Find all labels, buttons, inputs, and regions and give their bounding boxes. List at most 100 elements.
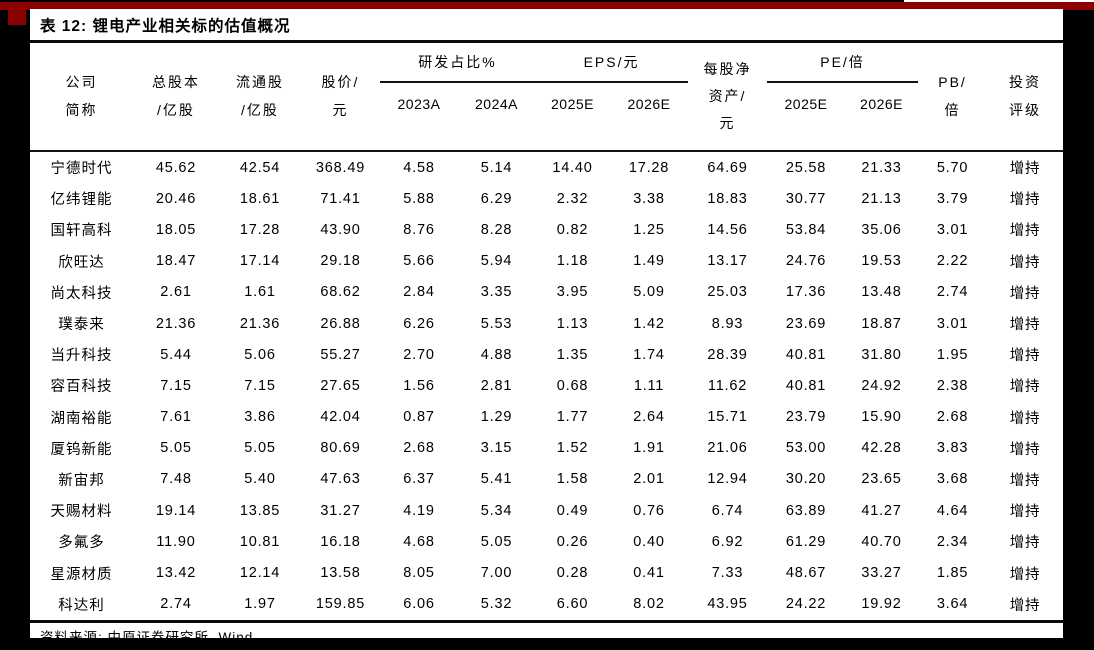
value-cell: 61.29 [785, 533, 827, 550]
value-cell: 3.95 [556, 284, 589, 301]
table-row: 新宙邦 7.48 5.40 47.63 6.37 5.41 1.58 2.01 12.94 30.… [30, 464, 1063, 495]
value-cell: 5.41 [480, 471, 513, 488]
value-cell: 15.71 [707, 409, 748, 426]
col-header-bvps-line2: 资产/ [708, 87, 747, 104]
top-accent-bar [0, 2, 1094, 10]
value-cell: 8.76 [403, 221, 435, 238]
table-row: 多氟多 11.90 10.81 16.18 4.68 5.05 0.26 0.40 6.92 61… [30, 526, 1063, 557]
company-cell: 厦钨新能 [50, 441, 113, 458]
rating-cell: 增持 [1009, 348, 1041, 365]
value-cell: 29.18 [320, 253, 361, 270]
value-cell: 1.95 [936, 346, 969, 363]
value-cell: 53.84 [785, 221, 827, 238]
col-header-eps-2026e: 2026E [627, 96, 671, 112]
value-cell: 1.85 [936, 565, 969, 582]
company-cell: 多氟多 [58, 535, 105, 552]
company-cell: 星源材质 [50, 566, 113, 583]
value-cell: 159.85 [315, 596, 366, 613]
value-cell: 43.95 [707, 596, 748, 613]
table-row: 容百科技 7.15 7.15 27.65 1.56 2.81 0.68 1.11 11.62 40… [30, 370, 1063, 401]
rating-cell: 增持 [1009, 410, 1041, 427]
table-body: 宁德时代 45.62 42.54 368.49 4.58 5.14 14.40 17.28 64… [30, 151, 1063, 620]
value-cell: 14.40 [552, 159, 593, 176]
company-cell: 璞泰来 [58, 317, 105, 334]
value-cell: 5.32 [480, 596, 513, 613]
col-header-total-shares: 总股本 /亿股 [133, 43, 219, 151]
value-cell: 21.36 [155, 315, 197, 332]
value-cell: 10.81 [239, 533, 281, 550]
col-header-rd-2023a: 2023A [397, 96, 441, 112]
value-cell: 8.02 [633, 596, 665, 613]
value-cell: 17.28 [239, 221, 281, 238]
value-cell: 0.82 [556, 221, 589, 238]
col-header-total-line2: /亿股 [157, 101, 195, 118]
value-cell: 1.25 [633, 221, 665, 238]
title-rule [30, 40, 1063, 43]
value-cell: 0.26 [556, 533, 589, 550]
value-cell: 42.54 [239, 159, 281, 176]
col-group-rd-ratio: 研发占比% [380, 43, 536, 83]
company-cell: 新宙邦 [58, 472, 105, 489]
value-cell: 5.88 [403, 190, 435, 207]
value-cell: 40.81 [785, 346, 827, 363]
col-header-pb: PB/ 倍 [918, 43, 987, 151]
value-cell: 25.58 [785, 159, 827, 176]
value-cell: 3.35 [480, 284, 513, 301]
value-cell: 5.05 [480, 533, 513, 550]
value-cell: 1.74 [633, 346, 665, 363]
table-row: 欣旺达 18.47 17.14 29.18 5.66 5.94 1.18 1.49 13.17 2… [30, 246, 1063, 277]
rating-cell: 增持 [1009, 597, 1041, 614]
value-cell: 1.56 [403, 377, 435, 394]
value-cell: 18.83 [707, 190, 748, 207]
rating-cell: 增持 [1009, 223, 1041, 240]
value-cell: 31.27 [320, 502, 361, 519]
value-cell: 1.61 [244, 284, 276, 301]
value-cell: 13.48 [861, 284, 902, 301]
value-cell: 7.61 [160, 409, 192, 426]
value-cell: 2.81 [480, 377, 513, 394]
value-cell: 2.74 [936, 284, 969, 301]
col-header-float-line2: /亿股 [241, 101, 279, 118]
company-cell: 当升科技 [50, 348, 113, 365]
value-cell: 5.94 [480, 253, 513, 270]
value-cell: 0.40 [633, 533, 665, 550]
col-group-eps: EPS/元 [535, 43, 689, 83]
value-cell: 31.80 [861, 346, 902, 363]
rating-cell: 增持 [1009, 504, 1041, 521]
value-cell: 2.68 [936, 409, 969, 426]
value-cell: 64.69 [707, 159, 748, 176]
value-cell: 43.90 [320, 221, 361, 238]
rating-cell: 增持 [1009, 192, 1041, 209]
value-cell: 18.05 [155, 221, 197, 238]
value-cell: 3.86 [244, 409, 276, 426]
value-cell: 1.97 [244, 596, 276, 613]
value-cell: 2.68 [403, 440, 435, 457]
value-cell: 18.61 [239, 190, 281, 207]
value-cell: 42.28 [861, 440, 902, 457]
col-header-price-line1: 股价/ [321, 74, 360, 91]
value-cell: 48.67 [785, 565, 827, 582]
value-cell: 4.58 [403, 159, 435, 176]
col-header-rating: 投资 评级 [987, 43, 1063, 151]
value-cell: 24.92 [861, 377, 902, 394]
value-cell: 25.03 [707, 284, 748, 301]
value-cell: 7.33 [711, 565, 744, 582]
value-cell: 0.49 [556, 502, 589, 519]
report-page: 表 12: 锂电产业相关标的估值概况 公司 简称 总股本 /亿股 流通股 / [30, 9, 1064, 645]
value-cell: 0.41 [633, 565, 665, 582]
col-header-float-line1: 流通股 [236, 74, 284, 91]
table-title: 表 12: 锂电产业相关标的估值概况 [40, 17, 291, 35]
value-cell: 2.22 [936, 253, 969, 270]
company-cell: 亿纬锂能 [50, 192, 113, 209]
value-cell: 30.77 [785, 190, 827, 207]
left-accent-tab [8, 10, 26, 25]
value-cell: 5.05 [244, 440, 276, 457]
value-cell: 3.38 [633, 190, 665, 207]
value-cell: 3.01 [936, 315, 969, 332]
company-cell: 宁德时代 [50, 161, 113, 178]
col-header-pe-2026e: 2026E [860, 96, 904, 112]
value-cell: 2.32 [556, 190, 589, 207]
value-cell: 40.70 [861, 533, 902, 550]
col-header-rating-line2: 评级 [1009, 101, 1042, 118]
value-cell: 8.93 [711, 315, 744, 332]
